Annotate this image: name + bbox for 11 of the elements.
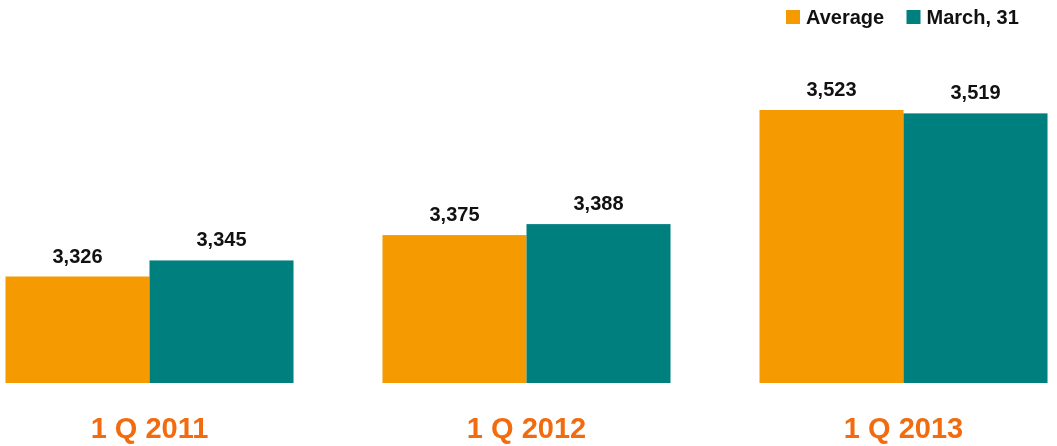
legend-label: Average — [806, 6, 885, 28]
data-label: 3,375 — [429, 203, 480, 226]
data-label: 3,388 — [573, 192, 624, 215]
x-tick-label: 1 Q 2011 — [90, 412, 209, 444]
legend-label: March, 31 — [926, 6, 1019, 28]
data-label: 3,519 — [950, 81, 1001, 104]
data-label: 3,345 — [196, 228, 247, 251]
data-label: 3,523 — [806, 78, 857, 100]
data-label: 3,326 — [52, 244, 103, 267]
x-tick-label: 1 Q 2012 — [466, 412, 587, 444]
x-tick-label: 1 Q 2013 — [843, 412, 964, 444]
